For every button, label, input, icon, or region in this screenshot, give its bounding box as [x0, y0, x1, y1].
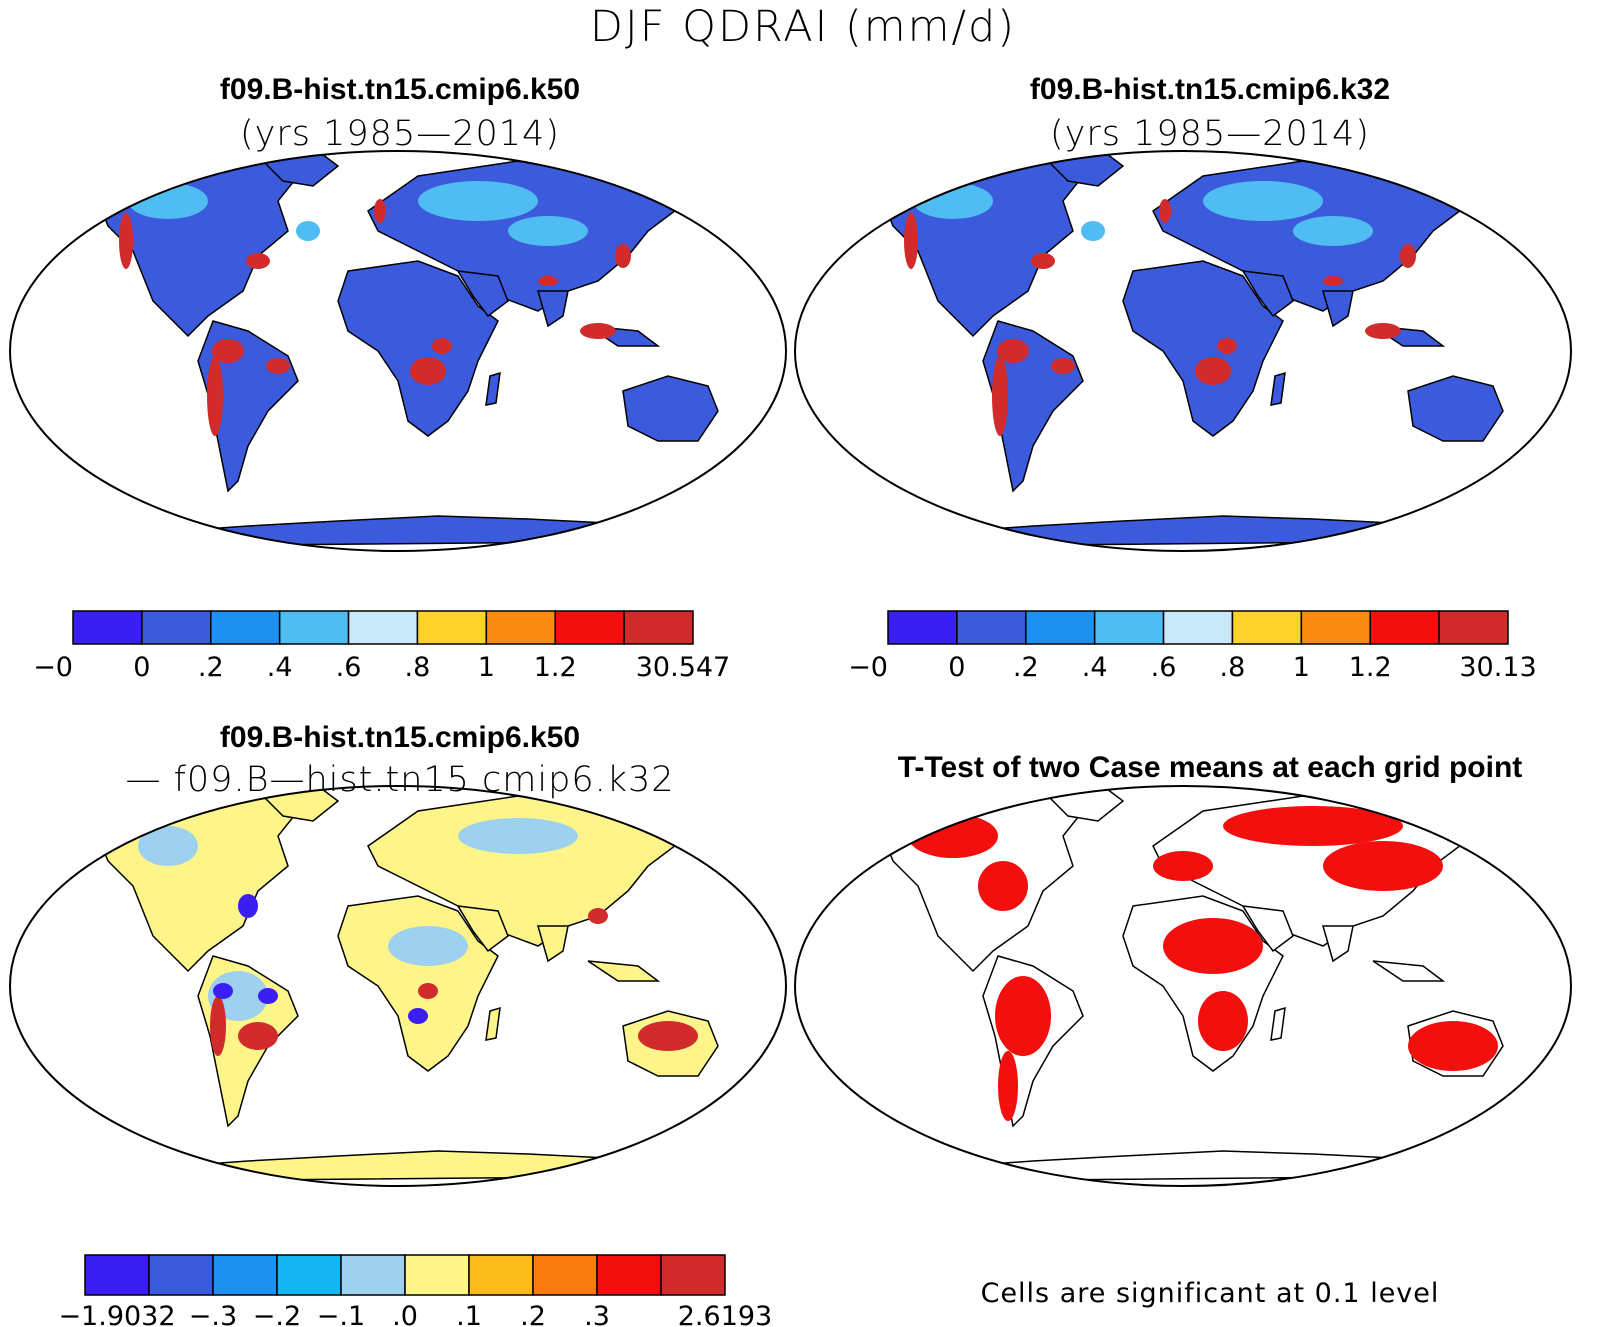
colorbar-tick-label: 2.6193 — [678, 1301, 772, 1327]
map-bottom-right — [794, 785, 1572, 1187]
colorbar-tick-label: 1 — [1293, 652, 1310, 683]
colorbar-swatch — [1162, 610, 1234, 645]
colorbar-swatch — [404, 1254, 470, 1296]
colorbar-tick-label: 30.547 — [636, 652, 730, 683]
colorbar-swatch — [554, 610, 625, 645]
colorbar-swatch — [212, 1254, 278, 1296]
colorbar-tick-label: .8 — [405, 652, 431, 683]
colorbar-tick-label: 1.2 — [1349, 652, 1392, 683]
map-bottom-left — [9, 785, 787, 1187]
colorbar-tick-label: −1.9032 — [58, 1301, 175, 1327]
colorbar-tick-label: .8 — [1220, 652, 1246, 683]
colorbar-tick-label: .2 — [198, 652, 224, 683]
colorbar-swatch — [468, 1254, 534, 1296]
colorbar-swatch — [596, 1254, 662, 1296]
panel-bottom-left-subtitle: — f09.B—hist.tn15.cmip6.k32 — [125, 760, 675, 800]
colorbar-swatch — [956, 610, 1027, 645]
colorbar-tick-label: 30.13 — [1459, 652, 1536, 683]
panel-bottom-right-footnote: Cells are significant at 0.1 level — [980, 1278, 1440, 1309]
colorbar-tick-label: −0 — [33, 652, 73, 683]
colorbar-swatch — [623, 610, 694, 645]
colorbar-swatch — [532, 1254, 598, 1296]
colorbar-tick-label: .3 — [584, 1301, 610, 1327]
colorbar-tick-label: −0 — [848, 652, 888, 683]
colorbar-swatch — [148, 1254, 214, 1296]
colorbar-swatch — [210, 610, 281, 645]
colorbar-swatch — [1300, 610, 1371, 645]
colorbar-tick-label: −.1 — [317, 1301, 365, 1327]
colorbar-tick-label: .6 — [336, 652, 362, 683]
map-top-left — [9, 150, 787, 552]
figure-title: DJF QDRAI (mm/d) — [589, 2, 1017, 52]
colorbar-tick-label: −.3 — [189, 1301, 237, 1327]
colorbar-swatch — [1438, 610, 1509, 645]
colorbar-tick-label: .6 — [1151, 652, 1177, 683]
colorbar-tick-label: .2 — [520, 1301, 546, 1327]
colorbar-tick-label: .4 — [267, 652, 293, 683]
colorbar-tick-label: .4 — [1082, 652, 1108, 683]
colorbar-swatch — [1231, 610, 1303, 645]
panel-top-right-title: f09.B-hist.tn15.cmip6.k32 — [1029, 73, 1391, 106]
panel-bottom-right-title: T-Test of two Case means at each grid po… — [897, 751, 1523, 784]
colorbar-swatch — [347, 610, 419, 645]
colorbar-tick-label: 1 — [478, 652, 495, 683]
colorbar-swatch — [278, 610, 350, 645]
colorbar-swatch — [276, 1254, 342, 1296]
panel-top-left-subtitle: (yrs 1985—2014) — [240, 114, 560, 154]
colorbar-swatch — [340, 1254, 406, 1296]
colorbar-tick-label: .0 — [392, 1301, 418, 1327]
colorbar-swatch — [1025, 610, 1096, 645]
colorbar-swatch — [485, 610, 556, 645]
colorbar-swatch — [416, 610, 488, 645]
colorbar-bottom-left: −1.9032 −.3 −.2 −.1 .0 .1 .2 .3 2.6193 — [58, 1254, 772, 1327]
colorbar-tick-label: −.2 — [253, 1301, 301, 1327]
panel-bottom-left-title: f09.B-hist.tn15.cmip6.k50 — [219, 721, 581, 754]
panel-top-left-title: f09.B-hist.tn15.cmip6.k50 — [219, 73, 581, 106]
colorbar-top-left: −0 0 .2 .4 .6 .8 1 1.2 30.547 — [33, 610, 730, 683]
colorbar-swatch — [887, 610, 958, 645]
colorbar-tick-label: 0 — [133, 652, 150, 683]
map-top-right — [794, 150, 1572, 552]
significance-cells — [908, 806, 1498, 1121]
colorbar-tick-label: .1 — [456, 1301, 482, 1327]
colorbar-tick-label: 0 — [948, 652, 965, 683]
colorbar-swatch — [72, 610, 143, 645]
colorbar-swatch — [84, 1254, 150, 1296]
colorbar-swatch — [1093, 610, 1165, 645]
colorbar-swatch — [660, 1254, 726, 1296]
panel-top-right-subtitle: (yrs 1985—2014) — [1050, 114, 1370, 154]
colorbar-swatch — [141, 610, 212, 645]
colorbar-swatch — [1369, 610, 1440, 645]
colorbar-top-right: −0 0 .2 .4 .6 .8 1 1.2 30.13 — [848, 610, 1537, 683]
colorbar-tick-label: 1.2 — [534, 652, 577, 683]
colorbar-tick-label: .2 — [1013, 652, 1039, 683]
